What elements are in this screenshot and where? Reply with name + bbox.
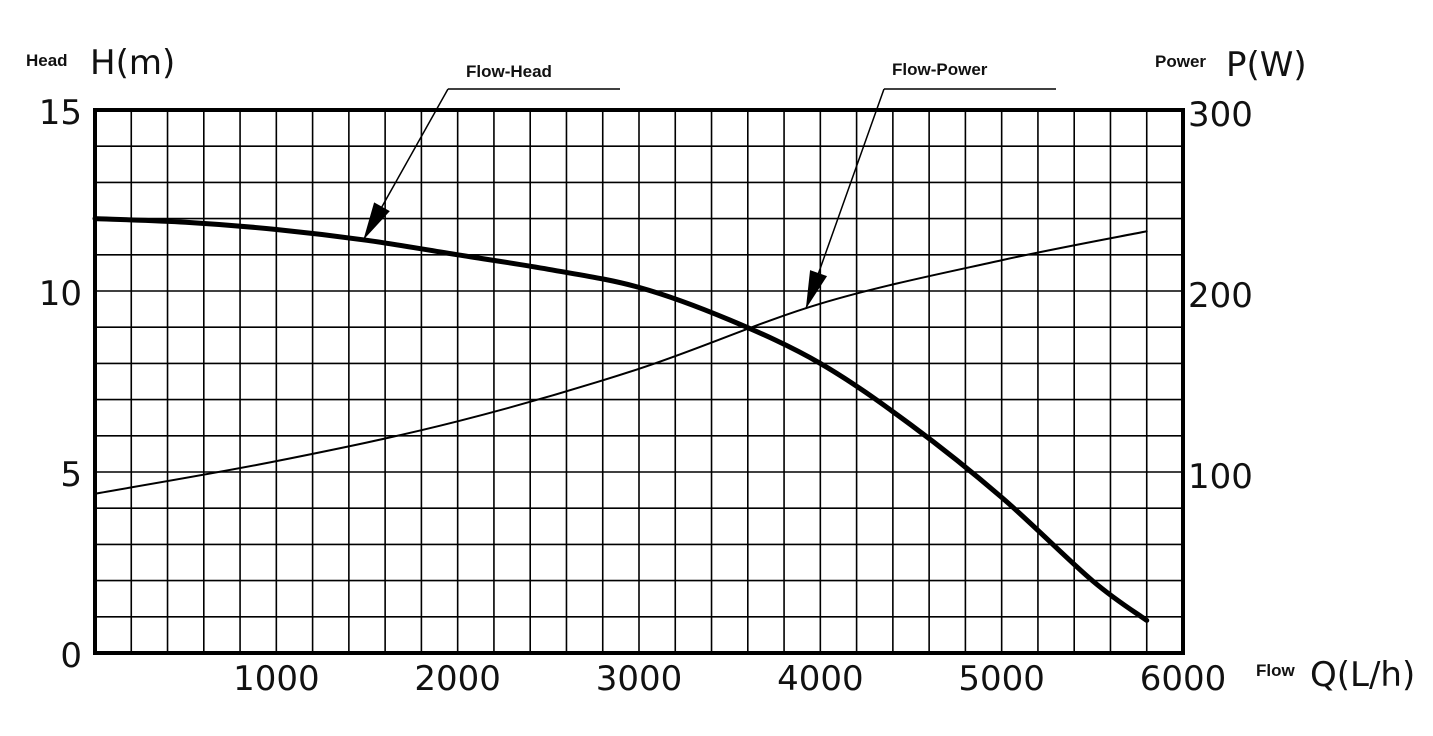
- grid: [95, 110, 1183, 653]
- flow-power-callout-label: Flow-Power: [892, 60, 988, 79]
- y-right-axis-word: Power: [1155, 52, 1206, 71]
- x-tick-label: 6000: [1140, 659, 1227, 699]
- y-right-tick-label: 300: [1188, 95, 1253, 135]
- y-left-tick-label: 10: [39, 274, 82, 314]
- flow-head-series-line: [92, 216, 1150, 623]
- series-layer: [92, 216, 1150, 623]
- y-right-tick-label: 100: [1188, 457, 1253, 497]
- callout-arrowhead: [805, 270, 828, 309]
- x-tick-label: 5000: [958, 659, 1045, 699]
- y-left-axis-word: Head: [26, 51, 68, 70]
- x-tick-label: 4000: [777, 659, 864, 699]
- x-tick-label: 2000: [414, 659, 501, 699]
- y-right-tick-label: 200: [1188, 276, 1253, 316]
- y-left-tick-label: 0: [60, 636, 82, 676]
- flow-head-callout-label: Flow-Head: [466, 62, 552, 81]
- flow-power-series-line: [94, 230, 1148, 495]
- y-right-axis-symbol: P(W): [1226, 45, 1307, 85]
- callout-arrowhead: [363, 202, 390, 240]
- y-left-tick-label: 15: [39, 93, 82, 133]
- x-tick-label: 1000: [233, 659, 320, 699]
- plot-frame: [93, 108, 1185, 655]
- callout-leader-line: [805, 88, 885, 310]
- y-left-tick-label: 5: [60, 455, 82, 495]
- x-tick-label: 3000: [596, 659, 683, 699]
- x-axis-word: Flow: [1256, 661, 1295, 680]
- axis-titles: Head H(m) Power P(W) Flow Q(L/h): [26, 43, 1415, 695]
- tick-labels: 1000 2000 3000 4000 5000 6000 0 5 10 15 100 200 300: [39, 93, 1253, 699]
- y-left-axis-symbol: H(m): [90, 43, 175, 83]
- x-axis-symbol: Q(L/h): [1310, 655, 1415, 695]
- annotations: Flow-Head Flow-Power: [362, 60, 1056, 310]
